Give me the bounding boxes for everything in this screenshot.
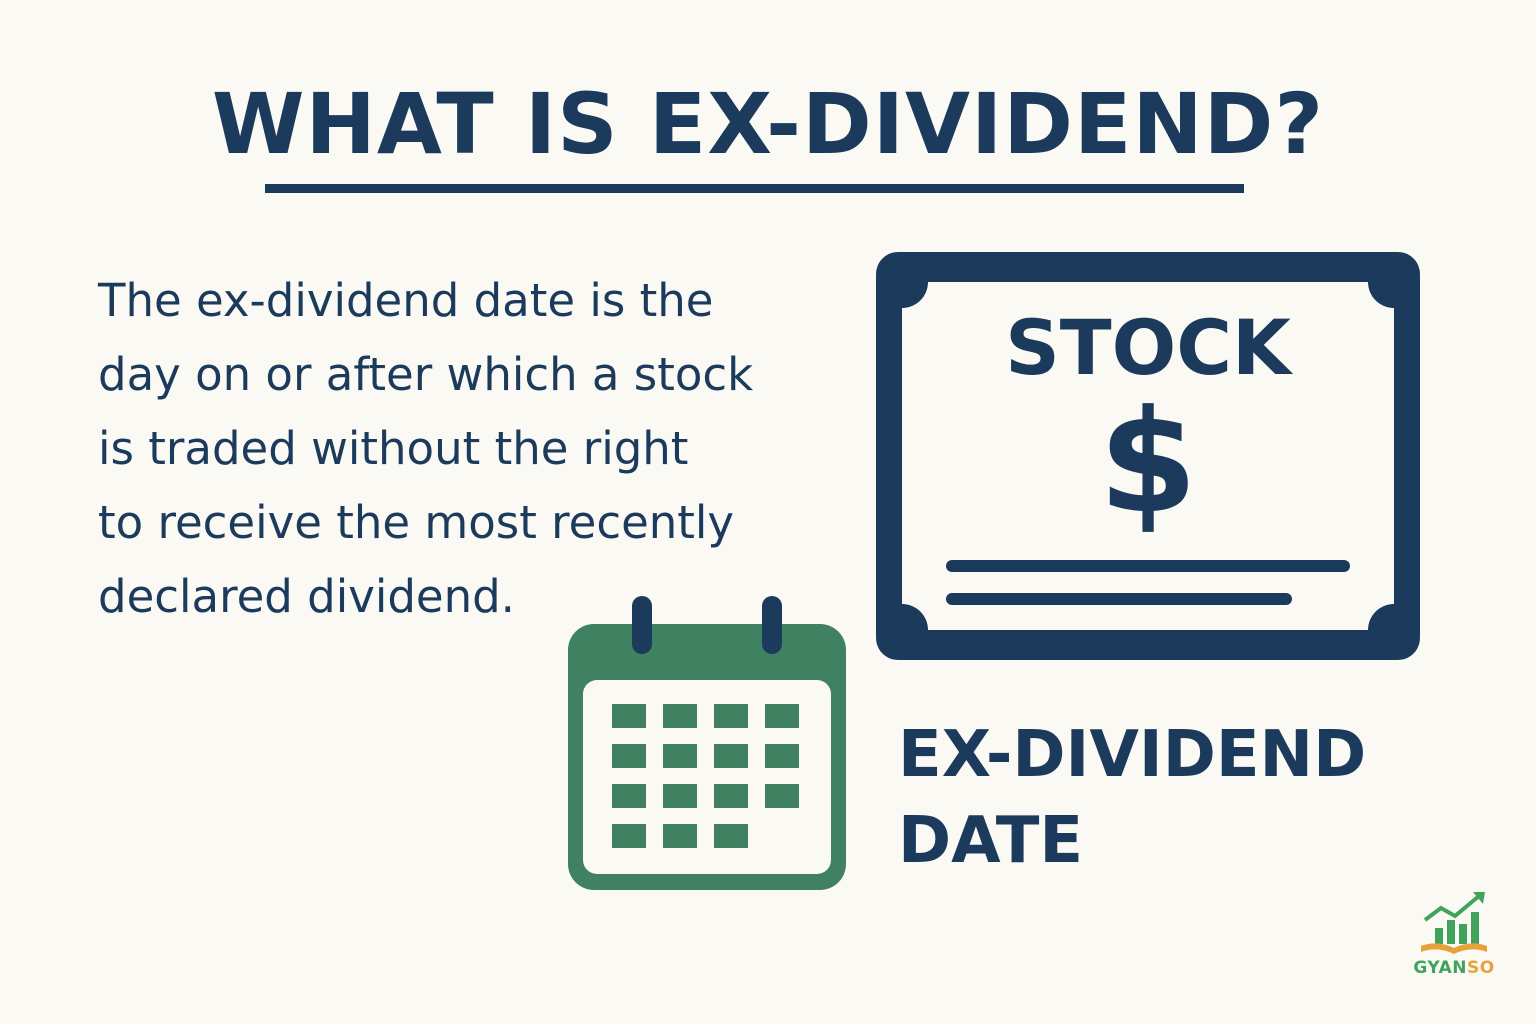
definition-line: day on or after which a stock — [98, 348, 754, 401]
page-title: WHAT IS EX-DIVIDEND? — [211, 75, 1325, 173]
label-line: EX-DIVIDEND — [898, 718, 1367, 792]
growth-chart-book-icon — [1421, 892, 1487, 954]
definition-line: to receive the most recently — [98, 496, 735, 549]
title-underline — [265, 184, 1244, 193]
definition-line: The ex-dividend date is the — [98, 274, 714, 327]
ex-dividend-date-label: EX-DIVIDEND DATE — [898, 712, 1366, 884]
dollar-sign-icon: $ — [1098, 380, 1198, 545]
stock-certificate-icon — [876, 252, 1420, 660]
brand-logo: GYANSO — [1408, 890, 1500, 980]
definition-line: declared dividend. — [98, 570, 515, 623]
logo-text: GYANSO — [1413, 958, 1495, 978]
label-line: DATE — [898, 804, 1084, 878]
calendar-icon — [568, 596, 846, 890]
definition-line: is traded without the right — [98, 422, 689, 475]
definition-text: The ex-dividend date is the day on or af… — [98, 264, 828, 634]
certificate-title: STOCK — [1005, 303, 1291, 392]
